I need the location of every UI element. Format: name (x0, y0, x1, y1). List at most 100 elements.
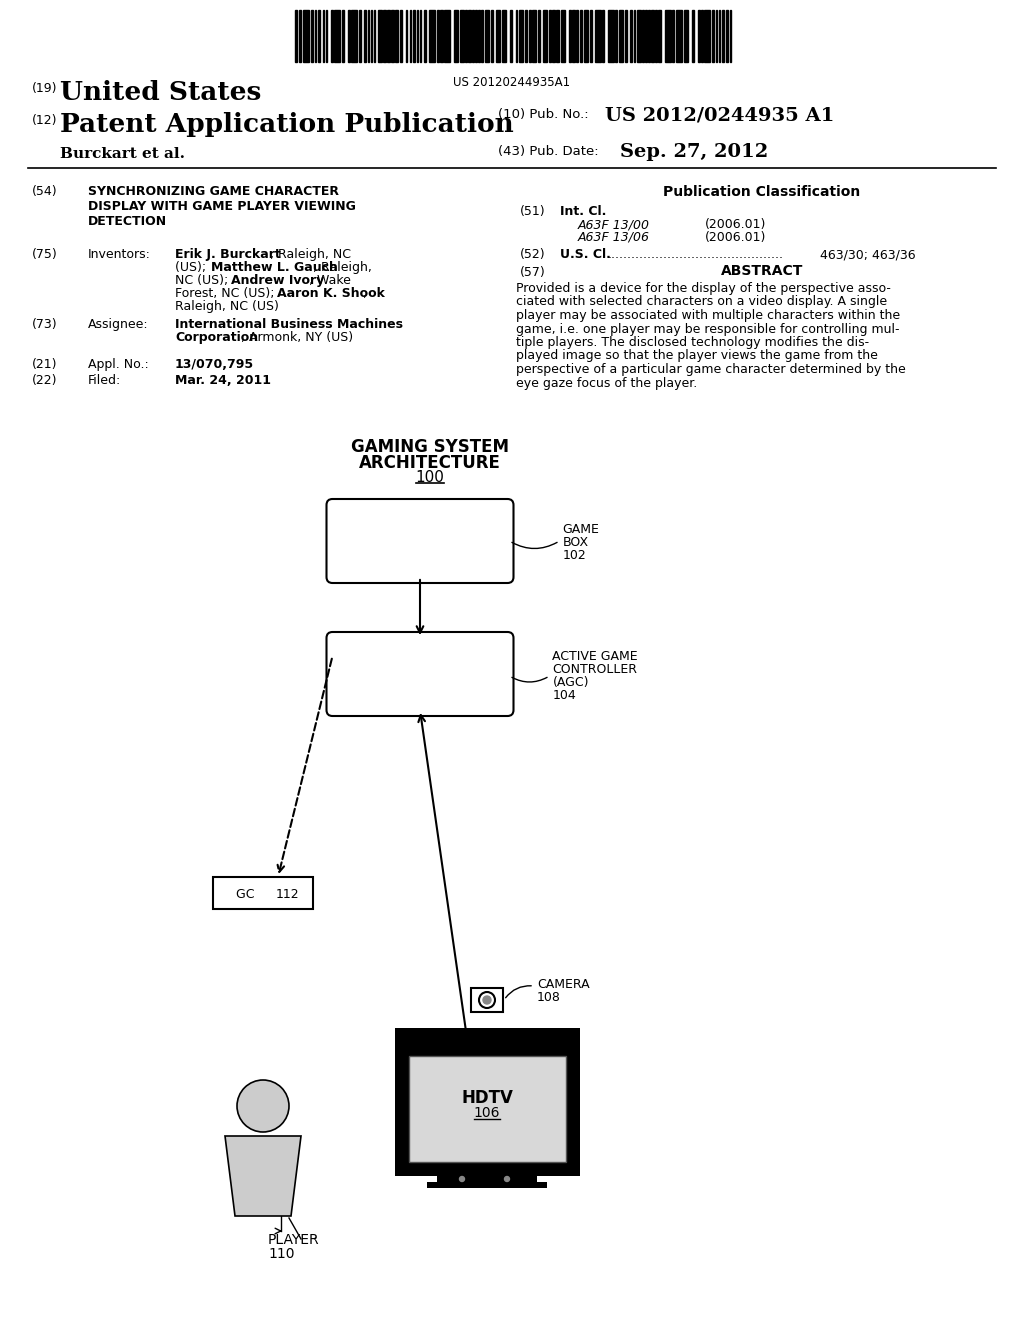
Bar (378, 11, 382, 62)
Text: Publication Classification: Publication Classification (664, 185, 860, 199)
Text: (75): (75) (32, 248, 57, 261)
Bar (637, 11, 640, 62)
Text: US 2012/0244935 A1: US 2012/0244935 A1 (605, 106, 835, 124)
Bar (295, 11, 297, 62)
Text: 110: 110 (268, 1247, 295, 1261)
Text: (19): (19) (32, 82, 57, 95)
Text: (AGC): (AGC) (553, 676, 589, 689)
Text: Matthew L. Gauch: Matthew L. Gauch (211, 261, 338, 275)
Text: (51): (51) (520, 205, 546, 218)
Bar (665, 11, 671, 62)
Bar (552, 11, 555, 62)
Bar (529, 11, 530, 62)
Text: US 20120244935A1: US 20120244935A1 (454, 77, 570, 88)
Bar (618, 11, 623, 62)
Bar (712, 11, 714, 62)
Text: DISPLAY WITH GAME PLAYER VIEWING: DISPLAY WITH GAME PLAYER VIEWING (88, 201, 356, 213)
Bar (575, 11, 578, 62)
Circle shape (237, 1080, 289, 1133)
Bar (460, 11, 464, 62)
Bar (437, 1172, 537, 1181)
Bar (371, 11, 372, 62)
Text: HDTV: HDTV (461, 1089, 513, 1107)
Text: , Wake: , Wake (309, 275, 351, 286)
Bar (364, 11, 366, 62)
Bar (341, 11, 344, 62)
Text: Erik J. Burckart: Erik J. Burckart (175, 248, 281, 261)
Bar (725, 11, 728, 62)
Bar (471, 987, 503, 1012)
Bar (719, 11, 720, 62)
Bar (642, 11, 643, 62)
Text: International Business Machines: International Business Machines (175, 318, 403, 331)
Text: DETECTION: DETECTION (88, 215, 167, 228)
Text: (2006.01): (2006.01) (705, 218, 766, 231)
Bar (634, 11, 635, 62)
FancyBboxPatch shape (327, 499, 513, 583)
Bar (518, 11, 522, 62)
Text: (21): (21) (32, 358, 57, 371)
Text: (73): (73) (32, 318, 57, 331)
Bar (490, 11, 493, 62)
Bar (569, 11, 570, 62)
Bar (427, 1181, 547, 1188)
Bar (651, 11, 653, 62)
Text: (54): (54) (32, 185, 57, 198)
Text: (12): (12) (32, 114, 57, 127)
Text: A63F 13/06: A63F 13/06 (578, 231, 650, 244)
Text: (10) Pub. No.:: (10) Pub. No.: (498, 108, 589, 121)
Bar (584, 11, 588, 62)
Bar (314, 11, 316, 62)
Text: A63F 13/00: A63F 13/00 (578, 218, 650, 231)
Text: Corporation: Corporation (175, 331, 258, 345)
Bar (400, 11, 401, 62)
Text: played image so that the player views the game from the: played image so that the player views th… (516, 350, 878, 363)
Text: (2006.01): (2006.01) (705, 231, 766, 244)
Bar (716, 11, 717, 62)
Text: GAMING SYSTEM: GAMING SYSTEM (351, 438, 509, 455)
FancyBboxPatch shape (327, 632, 513, 715)
Bar (420, 11, 421, 62)
Text: perspective of a particular game character determined by the: perspective of a particular game charact… (516, 363, 906, 376)
Bar (440, 11, 442, 62)
Text: ARCHITECTURE: ARCHITECTURE (359, 454, 501, 473)
Text: 108: 108 (537, 991, 561, 1005)
Text: 104: 104 (553, 689, 577, 702)
Text: ............................................: ........................................… (608, 248, 784, 261)
Polygon shape (225, 1137, 301, 1216)
Text: Assignee:: Assignee: (88, 318, 148, 331)
Bar (383, 11, 385, 62)
Bar (615, 11, 616, 62)
Bar (496, 11, 500, 62)
Text: Inventors:: Inventors: (88, 248, 151, 261)
Bar (538, 11, 540, 62)
Text: , Armonk, NY (US): , Armonk, NY (US) (241, 331, 353, 345)
Bar (334, 11, 340, 62)
Text: SYNCHRONIZING GAME CHARACTER: SYNCHRONIZING GAME CHARACTER (88, 185, 339, 198)
Bar (468, 11, 470, 62)
Bar (645, 11, 646, 62)
Circle shape (460, 1176, 465, 1181)
Text: PLAYER: PLAYER (268, 1233, 319, 1247)
Text: (57): (57) (520, 267, 546, 279)
Bar (683, 11, 687, 62)
Text: BOX: BOX (562, 536, 589, 549)
Bar (358, 11, 361, 62)
Bar (417, 11, 418, 62)
Bar (543, 11, 547, 62)
Bar (394, 1028, 580, 1176)
Text: Appl. No.:: Appl. No.: (88, 358, 148, 371)
Text: Burckart et al.: Burckart et al. (60, 147, 185, 161)
Text: tiple players. The disclosed technology modifies the dis-: tiple players. The disclosed technology … (516, 337, 869, 348)
Bar (722, 11, 724, 62)
Text: NC (US);: NC (US); (175, 275, 232, 286)
Text: Provided is a device for the display of the perspective asso-: Provided is a device for the display of … (516, 282, 891, 294)
Text: , Raleigh, NC: , Raleigh, NC (270, 248, 351, 261)
Circle shape (483, 997, 490, 1005)
Bar (213, 876, 313, 909)
Bar (676, 11, 682, 62)
Bar (691, 11, 694, 62)
Bar (549, 11, 551, 62)
Text: GAME: GAME (562, 523, 599, 536)
Text: player may be associated with multiple characters within the: player may be associated with multiple c… (516, 309, 900, 322)
